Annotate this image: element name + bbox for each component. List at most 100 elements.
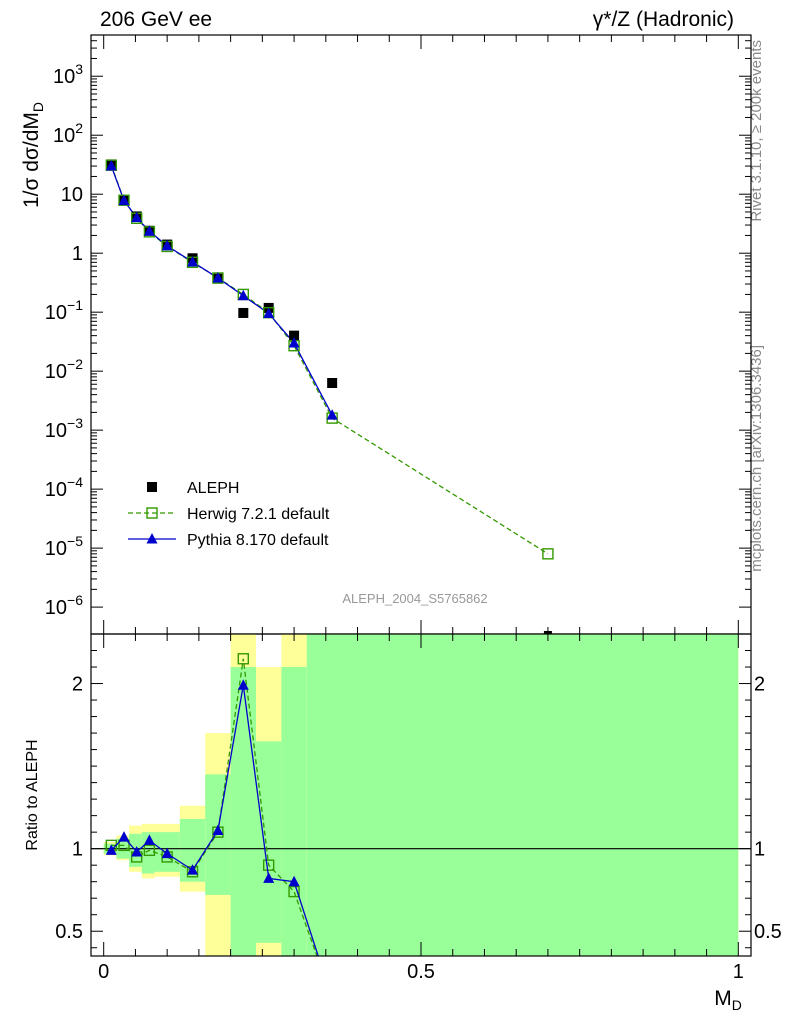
ratio-y-tick-label-right: 1 [754,839,765,861]
ratio-series-layer [105,653,319,956]
x-title-main: M [714,987,732,1010]
x-axis-title: MD [714,987,742,1013]
pythia-main-point-2 [131,211,143,223]
main-y-tick-base: 10 [45,361,67,383]
legend-marker-0 [147,482,157,492]
pythia-main-point-1 [118,194,130,206]
main-y-tick-label: 10−6 [45,592,83,619]
pythia-main-point-6 [212,271,224,283]
pythia-ratio-point-8 [263,872,275,883]
pythia-main-point-3 [143,225,155,236]
main-y-tick-label: 10−1 [45,297,83,324]
main-y-tick-exponent: −1 [67,297,83,313]
x-ticks: 0 0.5 1 [98,35,744,983]
pythia-ratio-point-4 [161,847,173,859]
main-y-tick-base: 1 [72,243,83,265]
pythia-main-line [110,165,333,416]
right-title: γ*/Z (Hadronic) [593,8,734,31]
aleph-main-point-10 [327,377,338,388]
band-inner-8 [256,741,282,943]
ratio-y-tick-label-left: 2 [72,674,83,696]
legend-marker-2 [146,533,158,544]
pythia-ratio-point-0 [105,844,117,855]
watermark: ALEPH_2004_S5765862 [342,591,487,606]
pythia-ratio-point-2 [131,845,143,857]
main-y-tick-label: 10−4 [45,474,83,501]
main-y-tick-base: 10 [45,479,67,501]
herwig-ratio-point-8 [262,859,275,871]
main-y-tick-label: 10−2 [45,356,83,383]
main-y-tick-exponent: 2 [75,120,83,136]
main-y-tick-exponent: −6 [67,592,83,608]
ratio-y-tick-label-left: 0.5 [55,921,83,943]
main-y-tick-label: 1 [72,243,83,265]
main-y-tick-base: 10 [45,597,67,619]
main-y-title-main: 1/σ dσ/dM [20,112,43,208]
pythia-ratio-point-3 [143,834,155,845]
herwig-ratio-point-7 [237,653,250,665]
ratio-y-ticks: 0.5 0.5 1 1 2 2 [55,633,782,949]
pythia-main-point-4 [161,239,173,251]
aleph-main-point-9 [289,330,300,341]
mcplots-label: mcplots.cern.ch [arXiv:1306.3436] [748,345,765,572]
legend-label-1: Herwig 7.2.1 default [187,506,330,523]
left-title: 206 GeV ee [100,8,212,31]
band-inner-9 [281,667,307,956]
pythia-main-point-9 [288,337,300,348]
x-title-sub: D [732,997,742,1013]
main-y-tick-base: 10 [45,302,67,324]
herwig-ratio-point-9 [288,885,300,898]
band-inner-7 [230,667,256,956]
main-y-tick-label: 10−5 [45,533,83,560]
legend: ALEPH Herwig 7.2.1 default Pythia 8.170 de… [128,480,330,549]
main-y-tick-base: 10 [53,66,75,88]
rivet-label: Rivet 3.1.10, ≥ 200k events [748,40,765,222]
pythia-main-point-7 [237,289,249,301]
aleph-main-point-7 [238,307,249,318]
main-y-tick-exponent: −4 [67,474,83,490]
pythia-main-point-8 [263,307,275,318]
main-y-tick-base: 10 [45,420,67,442]
main-series-layer [105,159,554,560]
main-y-tick-label: 102 [53,120,83,147]
main-y-tick-base: 10 [61,184,83,206]
ratio-y-tick-label-left: 1 [72,839,83,861]
ratio-y-axis-title: Ratio to ALEPH [24,739,41,850]
pythia-ratio-point-7 [237,679,249,690]
main-y-tick-label: 10 [61,184,83,206]
main-y-tick-exponent: −3 [67,415,83,431]
pythia-main-point-0 [105,160,117,171]
main-y-tick-exponent: 3 [75,61,83,77]
pythia-ratio-point-1 [118,831,130,842]
ratio-bands [103,634,739,956]
main-y-axis-title: 1/σ dσ/dMD [20,102,46,208]
ratio-y-tick-label-right: 2 [754,674,765,696]
pythia-main-point-10 [326,409,338,420]
pythia-ratio-point-6 [212,824,224,836]
pythia-ratio-point-5 [187,864,199,875]
main-y-tick-exponent: −2 [67,356,83,372]
main-y-tick-base: 10 [45,538,67,560]
main-y-tick-label: 10−3 [45,415,83,442]
legend-label-2: Pythia 8.170 default [187,532,329,549]
pythia-main-point-5 [187,255,199,267]
main-y-tick-exponent: −5 [67,533,83,549]
main-y-tick-base: 10 [53,125,75,147]
main-y-tick-label: 103 [53,61,83,88]
herwig-ratio-point-3 [143,844,156,857]
herwig-main-point-11 [542,548,554,560]
x-tick-label: 0.5 [407,961,435,983]
legend-marker-1 [146,507,158,519]
legend-label-0: ALEPH [187,480,239,497]
x-tick-label: 1 [733,961,744,983]
ratio-panel: 0.5 0.51 12 20 0.5 1 [55,35,782,983]
ratio-y-tick-label-right: 0.5 [754,921,782,943]
herwig-main-line [110,164,549,555]
band-inner-10 [306,634,739,956]
pythia-ratio-point-9 [288,875,300,887]
x-tick-label: 0 [98,961,109,983]
main-y-title-sub: D [30,102,46,112]
